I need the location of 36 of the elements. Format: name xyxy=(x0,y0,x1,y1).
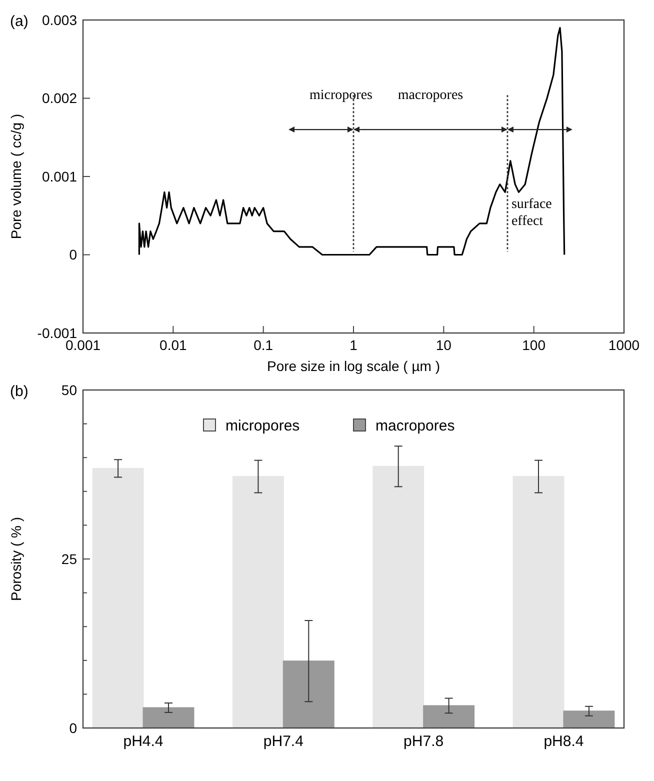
x-tick-label: 100 xyxy=(522,337,546,353)
annotation: micropores xyxy=(310,88,372,104)
x-tick-label: pH8.4 xyxy=(544,733,584,750)
y-axis-title: Porosity ( % ) xyxy=(8,516,24,602)
x-tick-label: 1000 xyxy=(608,337,640,353)
bar xyxy=(232,476,284,728)
y-tick-label: 0.002 xyxy=(42,90,78,106)
y-tick-label: 50 xyxy=(61,382,78,398)
bar xyxy=(282,660,334,728)
y-tick-label: 0.003 xyxy=(42,12,78,28)
x-tick-label: 1 xyxy=(350,337,358,353)
bar xyxy=(423,705,475,728)
chart-title: (a) xyxy=(10,13,28,30)
y-axis-title: Pore volume ( cc/g ) xyxy=(8,114,24,240)
x-tick-label: pH7.4 xyxy=(263,733,304,750)
bar xyxy=(563,710,615,728)
bar xyxy=(372,466,424,728)
bar xyxy=(512,476,564,728)
x-tick-label: pH7.8 xyxy=(404,733,444,750)
x-axis-title: Pore size in log scale ( µm ) xyxy=(266,358,440,374)
chart-title: (b) xyxy=(10,383,28,400)
y-tick-label: 0 xyxy=(69,246,78,263)
annotation: surface effect xyxy=(511,196,552,229)
bar xyxy=(142,707,194,728)
y-tick-label: 0 xyxy=(69,720,78,736)
x-tick-label: 0.01 xyxy=(160,337,188,353)
y-tick-label: 25 xyxy=(61,550,78,567)
annotation: macropores xyxy=(398,88,464,104)
x-tick-label: 10 xyxy=(436,337,452,353)
bar xyxy=(92,468,144,728)
x-tick-label: 0.1 xyxy=(254,337,274,353)
legend-label: micropores xyxy=(226,417,300,434)
legend-label: macropores xyxy=(376,417,455,434)
y-tick-label: 0.001 xyxy=(42,168,78,184)
x-tick-label: pH4.4 xyxy=(123,733,164,750)
y-tick-label: -0.001 xyxy=(37,324,78,341)
